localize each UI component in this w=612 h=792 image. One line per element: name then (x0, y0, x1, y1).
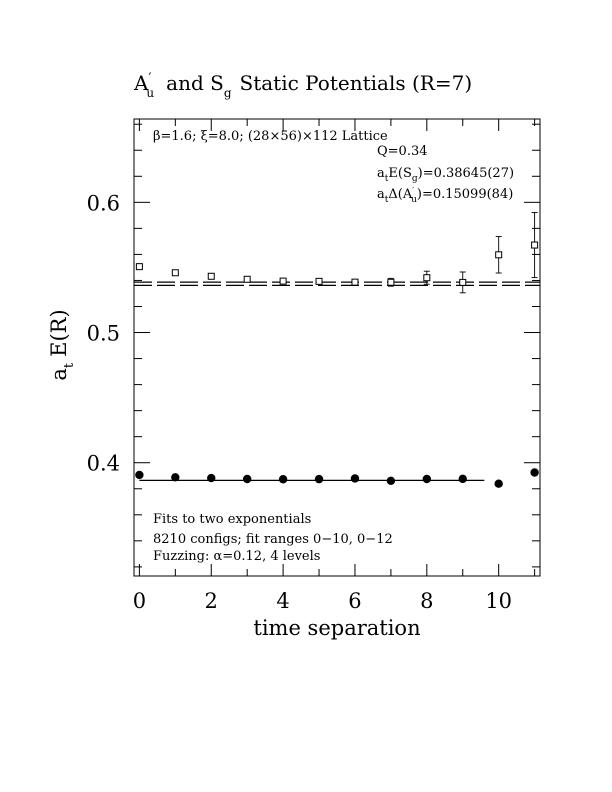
y-tick-label: 0.5 (87, 322, 120, 346)
fits-note: Fits to two exponentials (153, 512, 311, 527)
energy-annotation: atE(Sg)=0.38645(27) (377, 166, 514, 184)
data-point (351, 278, 359, 286)
data-point (315, 277, 323, 285)
y-tick-labels: 0.4 0.5 0.6 (87, 191, 120, 475)
x-tick-label: 0 (133, 589, 146, 613)
data-point (207, 473, 216, 483)
chart-title: A′ u and Sg Static Potentials (R=7) (133, 71, 472, 100)
delta-annotation: atΔ(A′ u)=0.15099(84) (377, 186, 513, 205)
data-point (278, 475, 288, 484)
data-point (459, 278, 467, 286)
data-point (243, 275, 251, 283)
data-point (350, 474, 360, 483)
data-point (135, 470, 144, 480)
plot-frame (133, 118, 541, 577)
data-point (495, 251, 503, 259)
x-axis-label: time separation (253, 616, 420, 640)
axis-ticks (134, 119, 540, 576)
x-tick-labels: 0 2 4 6 8 10 (133, 589, 512, 613)
data-point (458, 474, 467, 484)
data-point (530, 468, 539, 477)
data-point (171, 473, 180, 482)
x-tick-label: 4 (276, 589, 289, 613)
data-point (207, 272, 215, 280)
y-tick-label: 0.4 (87, 452, 120, 476)
data-series (135, 212, 539, 488)
data-point (531, 241, 539, 249)
configs-note: 8210 configs; fit ranges 0−10, 0−12 (153, 532, 393, 547)
data-point (314, 474, 324, 484)
data-point (242, 474, 252, 484)
x-tick-label: 10 (485, 589, 512, 613)
data-point (422, 474, 432, 484)
y-axis-label: atE(R) (47, 309, 77, 380)
lattice-annotation: β=1.6; ξ=8.0; (28×56)×112 Lattice (153, 129, 388, 144)
data-point (279, 277, 287, 285)
data-point (171, 269, 179, 277)
data-point (387, 278, 395, 286)
x-tick-label: 6 (348, 589, 361, 613)
data-point (135, 263, 143, 271)
x-tick-label: 8 (420, 589, 433, 613)
data-point (386, 476, 396, 486)
x-tick-label: 2 (205, 589, 218, 613)
data-point (494, 479, 503, 488)
fuzzing-note: Fuzzing: α=0.12, 4 levels (153, 549, 320, 564)
y-tick-label: 0.6 (87, 191, 120, 215)
fit-lines (134, 281, 540, 482)
data-point (423, 274, 431, 282)
q-annotation: Q=0.34 (377, 144, 428, 159)
